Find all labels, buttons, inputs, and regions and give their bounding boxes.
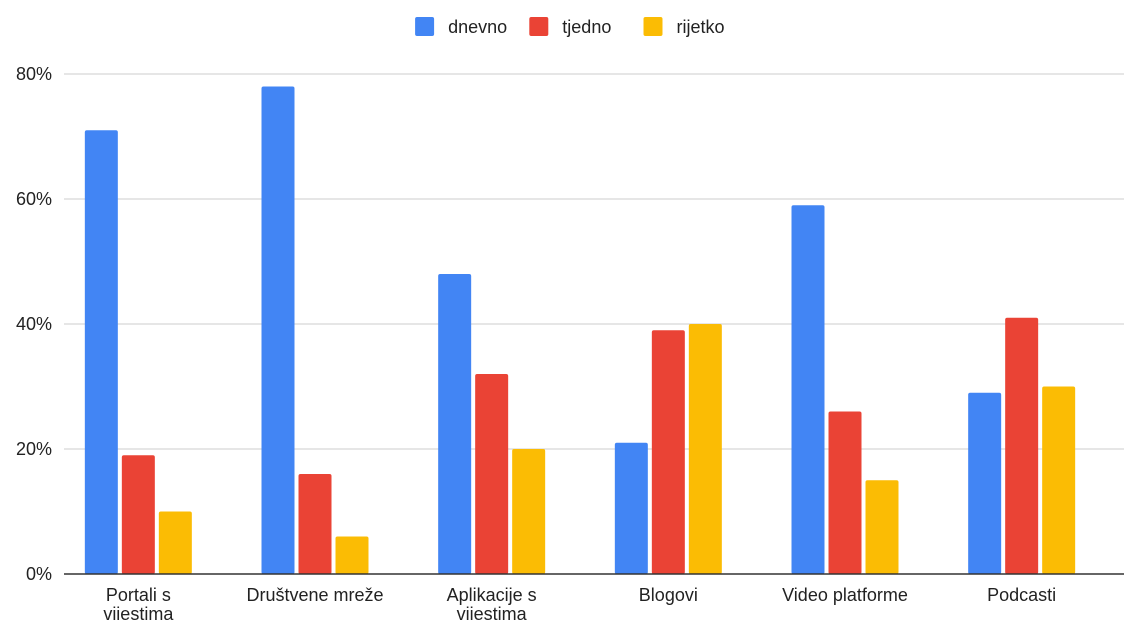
legend-label-dnevno: dnevno xyxy=(448,17,507,37)
bar-rijetko-1 xyxy=(335,536,369,574)
legend-swatch-rijetko xyxy=(643,17,663,36)
bar-tjedno-5 xyxy=(1005,317,1039,574)
y-tick-label-60: 60% xyxy=(16,189,52,209)
x-tick-label-3: Blogovi xyxy=(639,585,698,605)
x-tick-label-5: Podcasti xyxy=(987,585,1056,605)
legend-label-rijetko: rijetko xyxy=(677,17,725,37)
x-tick-label-1: Društvene mreže xyxy=(246,585,383,605)
bar-tjedno-3 xyxy=(651,330,685,574)
bar-dnevno-1 xyxy=(261,86,295,574)
bar-dnevno-5 xyxy=(968,392,1002,574)
legend-label-tjedno: tjedno xyxy=(562,17,611,37)
bar-rijetko-5 xyxy=(1042,386,1076,574)
bar-rijetko-4 xyxy=(865,480,899,574)
bar-rijetko-2 xyxy=(512,449,546,574)
y-tick-label-40: 40% xyxy=(16,314,52,334)
x-axis-labels: Portali s viiestima Društvene mreže Aplikac… xyxy=(103,585,1056,623)
bar-dnevno-4 xyxy=(791,205,825,574)
x-tick-label-2: Aplikacije s viiestima xyxy=(447,585,537,623)
y-axis-ticks: 0% 20% 40% 60% 80% xyxy=(16,64,52,584)
bar-rijetko-3 xyxy=(688,324,722,574)
legend: dnevno tjedno rijetko xyxy=(415,17,725,37)
x-tick-label-0: Portali s viiestima xyxy=(103,585,174,623)
x-tick-label-4: Video platforme xyxy=(782,585,908,605)
y-tick-label-20: 20% xyxy=(16,439,52,459)
bar-tjedno-1 xyxy=(298,474,332,574)
bar-dnevno-2 xyxy=(438,274,472,574)
bar-tjedno-2 xyxy=(475,374,509,574)
legend-swatch-tjedno xyxy=(529,17,549,36)
bar-tjedno-0 xyxy=(121,455,155,574)
y-tick-label-80: 80% xyxy=(16,64,52,84)
y-tick-label-0: 0% xyxy=(26,564,52,584)
legend-swatch-dnevno xyxy=(415,17,435,36)
bars xyxy=(84,86,1076,574)
gridlines xyxy=(64,73,1124,450)
bar-tjedno-4 xyxy=(828,411,862,574)
bar-dnevno-0 xyxy=(84,130,118,574)
bar-dnevno-3 xyxy=(614,442,648,574)
bar-rijetko-0 xyxy=(158,511,192,574)
